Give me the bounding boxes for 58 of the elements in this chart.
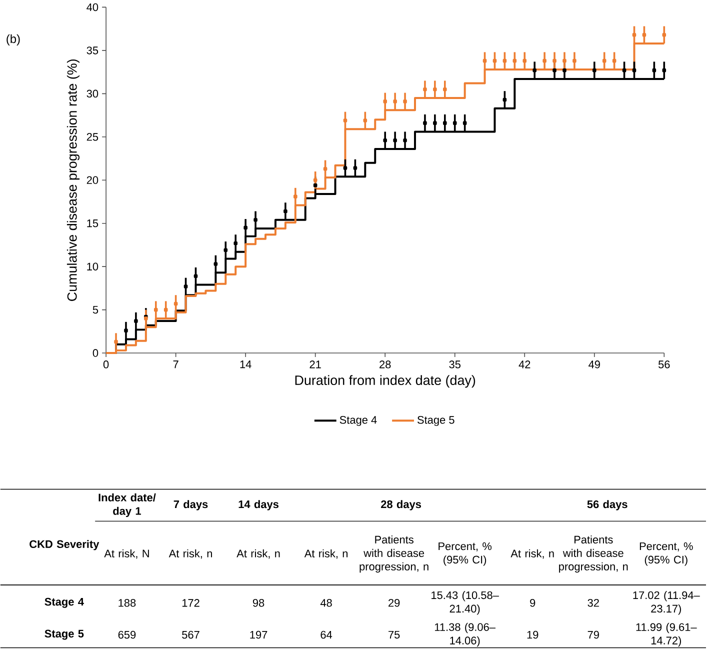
text: 32 (588, 599, 599, 607)
y-tick-label: 5 (92, 306, 98, 314)
text: 659 (118, 631, 136, 639)
text: At risk, N (104, 550, 149, 559)
text: Stage 5 (44, 630, 84, 640)
y-tick-label: 15 (87, 220, 98, 228)
text: Percent, % (95% CI) (640, 542, 693, 566)
x-tick-label: 7 (173, 360, 178, 368)
text: Patients with disease progression, n (559, 536, 628, 573)
text: 9 (530, 599, 536, 607)
x-tick-label: 28 (380, 360, 391, 368)
x-tick-label: 21 (310, 360, 321, 368)
text: 64 (320, 631, 332, 639)
x-tick-label: 0 (103, 360, 109, 368)
text: (b) (6, 34, 20, 46)
x-tick-label: 56 (658, 360, 670, 368)
y-tick-label: 25 (86, 133, 98, 141)
x-tick-label: 35 (449, 360, 460, 368)
x-axis-title: Duration from index date (day) (295, 375, 476, 388)
legend-label: Stage 4 (340, 416, 377, 426)
text: At risk, n (510, 550, 554, 559)
text: 11.99 (9.61–14.72) (636, 623, 697, 647)
text: CKD Severity (30, 540, 100, 550)
y-tick-label: 10 (87, 262, 98, 271)
text: 17.02 (11.94–23.17) (633, 591, 700, 615)
y-tick-label: 20 (86, 176, 98, 184)
text: Percent, % (95% CI) (438, 542, 492, 566)
x-tick-label: 14 (240, 360, 252, 368)
text: 29 (388, 599, 400, 607)
text: Index date/ day 1 (98, 494, 156, 518)
y-tick-label: 0 (92, 349, 98, 358)
text: Stage 4 (44, 598, 84, 608)
text: 14 days (238, 500, 278, 510)
text: At risk, n (304, 550, 348, 559)
text: 48 (320, 599, 332, 607)
text: At risk, n (236, 550, 280, 559)
text: 11.38 (9.06–14.06) (434, 623, 496, 647)
y-tick-label: 30 (86, 90, 98, 98)
text: 567 (182, 631, 200, 639)
legend-label: Stage 5 (417, 416, 454, 426)
text: 172 (182, 599, 200, 607)
text: 188 (118, 599, 136, 607)
x-tick-label: 42 (518, 360, 530, 368)
text: 15.43 (10.58–21.40) (432, 591, 499, 615)
y-tick-label: 35 (86, 46, 98, 54)
text: At risk, n (168, 550, 212, 559)
text: 75 (388, 631, 400, 639)
text: 28 days (381, 500, 421, 510)
y-axis-title: Cumulative disease progression rate (%) (66, 60, 80, 302)
text: 7 days (174, 500, 208, 510)
text: 56 days (587, 500, 628, 510)
text: Patients with disease progression, n (360, 536, 428, 573)
x-tick-label: 49 (588, 360, 600, 368)
text: 197 (250, 631, 268, 639)
text: 19 (527, 631, 538, 639)
text: 79 (588, 631, 599, 639)
text: 98 (252, 599, 264, 607)
y-tick-label: 40 (86, 3, 98, 12)
